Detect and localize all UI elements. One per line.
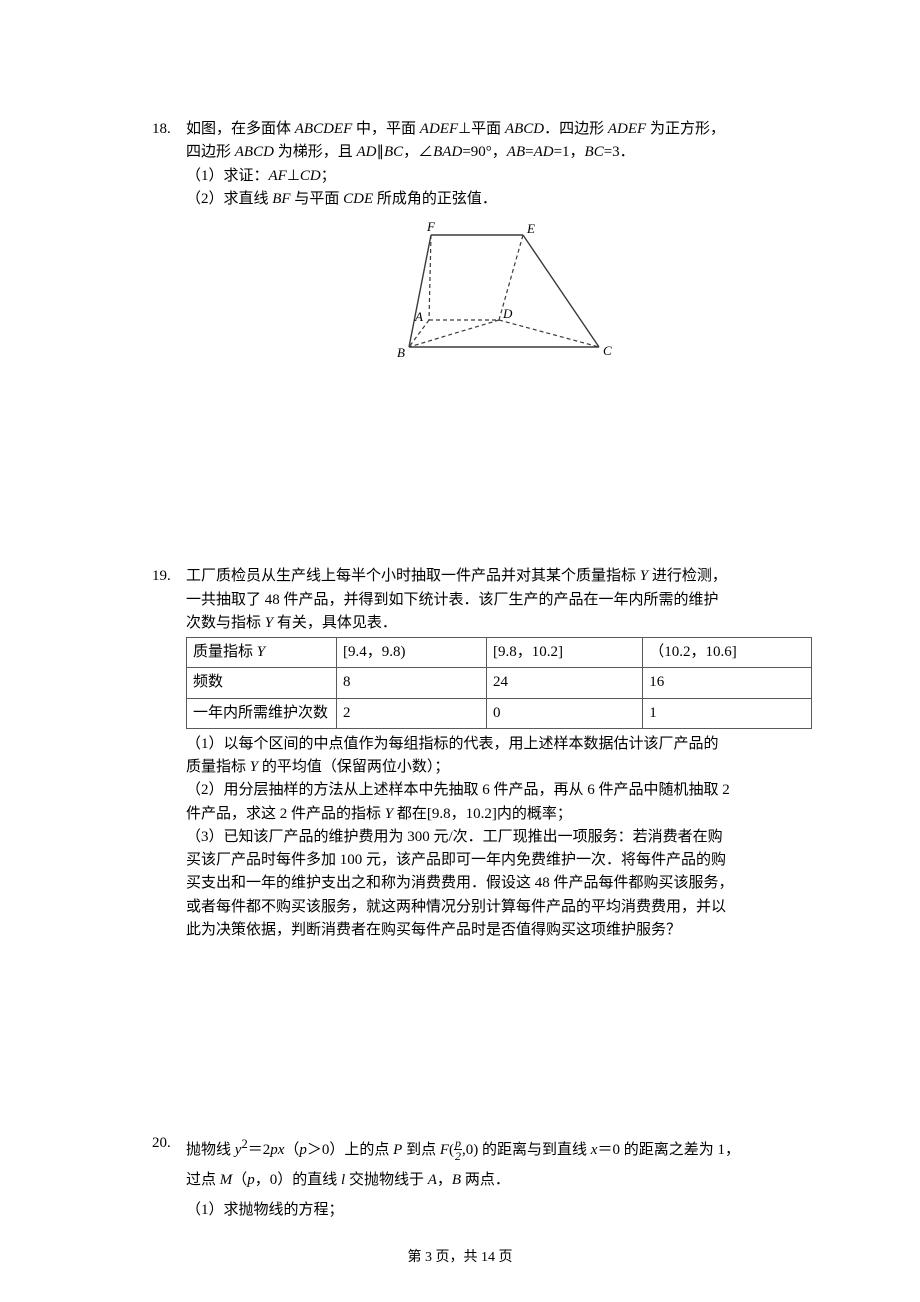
p19-line3: 次数与指标 Y 有关，具体见表．: [186, 612, 812, 635]
p19-s3b: 买该厂产品时每件多加 100 元，该产品即可一年内免费维护一次．将每件产品的购: [186, 849, 812, 872]
p19-line1: 工厂质检员从生产线上每半个小时抽取一件产品并对其某个质量指标 Y 进行检测，: [186, 565, 812, 588]
label-D: D: [502, 306, 513, 321]
problem-number: 19.: [152, 565, 186, 588]
cell: 一年内所需维护次数: [187, 698, 337, 728]
cell: 质量指标 Y: [187, 638, 337, 668]
p20-line3: （1）求抛物线的方程；: [186, 1195, 812, 1225]
p19-s3e: 此为决策依据，判断消费者在购买每件产品时是否值得购买这项维护服务？: [186, 919, 812, 942]
frac-den: 2: [454, 1150, 462, 1162]
label-E: E: [526, 221, 535, 236]
cell: 0: [487, 698, 643, 728]
table-row: 质量指标 Y [9.4，9.8) [9.8，10.2] （10.2，10.6]: [187, 638, 812, 668]
polyhedron-diagram: F E A D B C: [369, 217, 629, 367]
cell: 16: [643, 668, 812, 698]
p18-line2: 四边形 ABCD 为梯形，且 AD∥BC，∠BAD=90°，AB=AD=1，BC…: [186, 141, 812, 164]
problem-body: 抛物线 y2＝2px（p＞0）上的点 P 到点 F(p2,0) 的距离与到直线 …: [186, 1132, 812, 1225]
problem-body: 如图，在多面体 ABCDEF 中，平面 ADEF⊥平面 ABCD．四边形 ADE…: [186, 118, 812, 375]
p18-line1: 如图，在多面体 ABCDEF 中，平面 ADEF⊥平面 ABCD．四边形 ADE…: [186, 118, 812, 141]
cell: [9.8，10.2]: [487, 638, 643, 668]
label-B: B: [397, 345, 405, 360]
cell: [9.4，9.8): [337, 638, 487, 668]
p19-s3d: 或者每件都不购买该服务，就这两种情况分别计算每件产品的平均消费费用，并以: [186, 896, 812, 919]
cell: 24: [487, 668, 643, 698]
problem-body: 工厂质检员从生产线上每半个小时抽取一件产品并对其某个质量指标 Y 进行检测， 一…: [186, 565, 812, 942]
p19-line2: 一共抽取了 48 件产品，并得到如下统计表．该厂生产的产品在一年内所需的维护: [186, 589, 812, 612]
table-row: 频数 8 24 16: [187, 668, 812, 698]
p20-line1a: 抛物线 y2＝2px（p＞0）上的点 P 到点 F(: [186, 1142, 454, 1158]
fraction: p2: [454, 1137, 462, 1162]
problem-19: 19. 工厂质检员从生产线上每半个小时抽取一件产品并对其某个质量指标 Y 进行检…: [152, 565, 812, 942]
cell: 8: [337, 668, 487, 698]
cell: 频数: [187, 668, 337, 698]
p18-line4: （2）求直线 BF 与平面 CDE 所成角的正弦值．: [186, 188, 812, 211]
problem-20: 20. 抛物线 y2＝2px（p＞0）上的点 P 到点 F(p2,0) 的距离与…: [152, 1132, 812, 1225]
p19-s2a: （2）用分层抽样的方法从上述样本中先抽取 6 件产品，再从 6 件产品中随机抽取…: [186, 779, 812, 802]
cell: （10.2，10.6]: [643, 638, 812, 668]
p19-s2b: 件产品，求这 2 件产品的指标 Y 都在[9.8，10.2]内的概率；: [186, 803, 812, 826]
p19-table: 质量指标 Y [9.4，9.8) [9.8，10.2] （10.2，10.6] …: [186, 637, 812, 729]
p18-line3: （1）求证：AF⊥CD；: [186, 165, 812, 188]
problem-18: 18. 如图，在多面体 ABCDEF 中，平面 ADEF⊥平面 ABCD．四边形…: [152, 118, 812, 375]
p19-s1a: （1）以每个区间的中点值作为每组指标的代表，用上述样本数据估计该厂产品的: [186, 733, 812, 756]
table-row: 一年内所需维护次数 2 0 1: [187, 698, 812, 728]
p19-s3c: 买支出和一年的维护支出之和称为消费费用．假设这 48 件产品每件都购买该服务，: [186, 872, 812, 895]
p18-figure: F E A D B C: [186, 217, 812, 375]
problem-number: 20.: [152, 1132, 186, 1155]
cell: 1: [643, 698, 812, 728]
label-F: F: [426, 219, 436, 234]
problem-number: 18.: [152, 118, 186, 141]
p20-line1: 抛物线 y2＝2px（p＞0）上的点 P 到点 F(p2,0) 的距离与到直线 …: [186, 1132, 812, 1165]
label-A: A: [414, 309, 423, 324]
p19-s1b: 质量指标 Y 的平均值（保留两位小数）；: [186, 756, 812, 779]
label-C: C: [603, 343, 612, 358]
page-footer: 第 3 页，共 14 页: [0, 1246, 920, 1266]
p20-line1b: ,0) 的距离与到直线 x＝0 的距离之差为 1，: [462, 1142, 740, 1158]
p20-line2: 过点 M（p，0）的直线 l 交抛物线于 A，B 两点．: [186, 1165, 812, 1195]
cell: 2: [337, 698, 487, 728]
p19-s3a: （3）已知该厂产品的维护费用为 300 元/次．工厂现推出一项服务：若消费者在购: [186, 826, 812, 849]
